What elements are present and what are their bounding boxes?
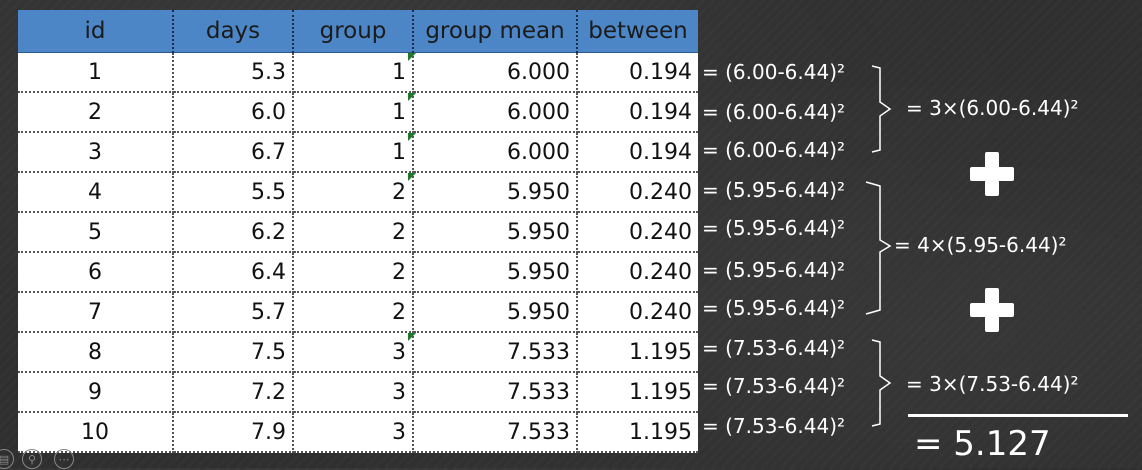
row-equation: = (6.00-6.44)²	[702, 60, 846, 84]
cell-group-mean[interactable]: 5.950	[413, 252, 578, 293]
cell-group[interactable]: 3	[293, 372, 414, 413]
row-equation: = (7.53-6.44)²	[702, 336, 846, 360]
cell-id[interactable]: 10	[18, 412, 174, 453]
group-sum-3: = 3×(7.53-6.44)²	[906, 372, 1079, 396]
brace-group-2	[865, 181, 892, 315]
cell-between[interactable]: 0.240	[577, 252, 698, 293]
row-equation: = (6.00-6.44)²	[702, 138, 846, 162]
plus-icon	[970, 152, 1014, 196]
zoom-icon[interactable]: ⚲	[22, 449, 42, 469]
header-row: id days group group mean between	[18, 10, 698, 53]
cell-between[interactable]: 0.194	[577, 52, 698, 93]
cell-id[interactable]: 4	[18, 172, 174, 213]
cell-days[interactable]: 5.7	[173, 292, 294, 333]
header-id[interactable]: id	[18, 10, 174, 53]
table-row[interactable]: 3 6.7 1 6.000 0.194	[18, 132, 698, 173]
cell-group-mean[interactable]: 7.533	[413, 372, 578, 413]
cell-days[interactable]: 6.0	[173, 92, 294, 133]
row-equation: = (6.00-6.44)²	[702, 100, 846, 124]
cell-id[interactable]: 6	[18, 252, 174, 293]
row-equation: = (7.53-6.44)²	[702, 374, 846, 398]
data-table: id days group group mean between 1 5.3 1 6.…	[18, 10, 698, 453]
cell-days[interactable]: 5.3	[173, 52, 294, 93]
cell-id[interactable]: 2	[18, 92, 174, 133]
table-row[interactable]: 5 6.2 2 5.950 0.240	[18, 212, 698, 253]
table-row[interactable]: 7 5.7 2 5.950 0.240	[18, 292, 698, 333]
cell-days[interactable]: 5.5	[173, 172, 294, 213]
cell-group-mean[interactable]: 6.000	[413, 132, 578, 173]
header-group[interactable]: group	[293, 10, 414, 53]
cell-group-mean[interactable]: 5.950	[413, 212, 578, 253]
cell-between[interactable]: 0.240	[577, 172, 698, 213]
cell-group[interactable]: 2	[293, 212, 414, 253]
cell-group-mean[interactable]: 5.950	[413, 292, 578, 333]
cell-id[interactable]: 8	[18, 332, 174, 373]
brace-group-1	[871, 65, 892, 153]
cell-id[interactable]: 9	[18, 372, 174, 413]
cell-days[interactable]: 6.4	[173, 252, 294, 293]
cell-between[interactable]: 0.240	[577, 212, 698, 253]
cell-between[interactable]: 0.194	[577, 92, 698, 133]
table-row[interactable]: 6 6.4 2 5.950 0.240	[18, 252, 698, 293]
cell-group[interactable]: 1	[293, 92, 415, 133]
table-row[interactable]: 8 7.5 3 7.533 1.195	[18, 332, 698, 373]
cell-days[interactable]: 7.2	[173, 372, 294, 413]
group-sum-1: = 3×(6.00-6.44)²	[906, 96, 1079, 120]
subtitles-icon[interactable]: ▤	[0, 449, 14, 469]
table-row[interactable]: 4 5.5 2 5.950 0.240	[18, 172, 698, 213]
table-row[interactable]: 2 6.0 1 6.000 0.194	[18, 92, 698, 133]
row-equation: = (5.95-6.44)²	[702, 216, 846, 240]
cell-between[interactable]: 1.195	[577, 332, 698, 373]
cell-between[interactable]: 0.194	[577, 132, 698, 173]
cell-group[interactable]: 3	[293, 412, 414, 453]
cell-group-mean[interactable]: 6.000	[413, 52, 578, 93]
cell-group-mean[interactable]: 7.533	[413, 332, 578, 373]
cell-group[interactable]: 2	[293, 252, 414, 293]
header-between[interactable]: between	[577, 10, 698, 53]
table-row[interactable]: 9 7.2 3 7.533 1.195	[18, 372, 698, 413]
cell-between[interactable]: 0.240	[577, 292, 698, 333]
brace-group-3	[871, 339, 892, 427]
plus-icon	[970, 288, 1014, 332]
header-group-mean[interactable]: group mean	[413, 10, 578, 53]
cell-between[interactable]: 1.195	[577, 412, 698, 453]
more-icon[interactable]: ⋯	[54, 449, 74, 469]
cell-id[interactable]: 3	[18, 132, 174, 173]
header-days[interactable]: days	[173, 10, 294, 53]
cell-group[interactable]: 3	[293, 332, 415, 373]
cell-id[interactable]: 7	[18, 292, 174, 333]
sum-divider	[908, 414, 1128, 417]
cell-group-mean[interactable]: 6.000	[413, 92, 578, 133]
total-value: = 5.127	[914, 424, 1051, 464]
cell-id[interactable]: 1	[18, 52, 174, 93]
cell-days[interactable]: 7.9	[173, 412, 294, 453]
group-sum-2: = 4×(5.95-6.44)²	[894, 233, 1067, 257]
table-row[interactable]: 1 5.3 1 6.000 0.194	[18, 52, 698, 93]
cell-group-mean[interactable]: 5.950	[413, 172, 578, 213]
cell-days[interactable]: 7.5	[173, 332, 294, 373]
cell-group[interactable]: 1	[293, 132, 415, 173]
cell-group[interactable]: 1	[293, 52, 415, 93]
cell-days[interactable]: 6.7	[173, 132, 294, 173]
row-equation: = (5.95-6.44)²	[702, 178, 846, 202]
row-equation: = (5.95-6.44)²	[702, 258, 846, 282]
cell-days[interactable]: 6.2	[173, 212, 294, 253]
row-equation: = (7.53-6.44)²	[702, 414, 846, 438]
cell-group-mean[interactable]: 7.533	[413, 412, 578, 453]
cell-between[interactable]: 1.195	[577, 372, 698, 413]
cell-group[interactable]: 2	[293, 292, 414, 333]
row-equation: = (5.95-6.44)²	[702, 296, 846, 320]
cell-id[interactable]: 5	[18, 212, 174, 253]
table-row[interactable]: 10 7.9 3 7.533 1.195	[18, 412, 698, 453]
cell-group[interactable]: 2	[293, 172, 415, 213]
